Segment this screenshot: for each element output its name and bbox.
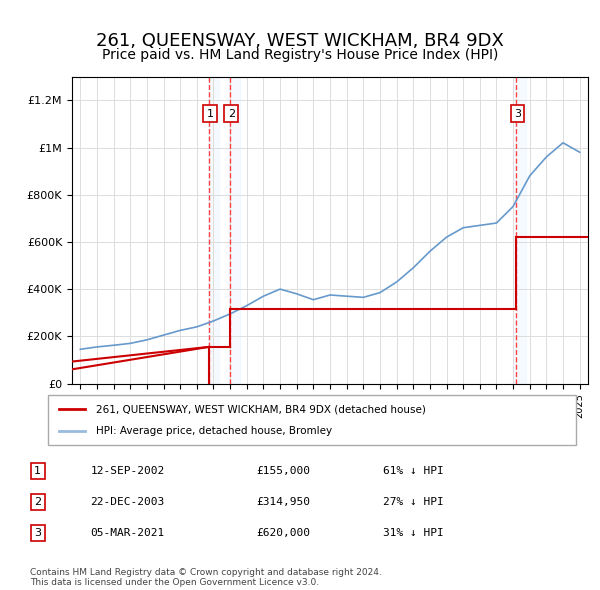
Text: 12-SEP-2002: 12-SEP-2002 bbox=[90, 466, 164, 476]
Bar bbox=[208, 77, 218, 384]
Text: HPI: Average price, detached house, Bromley: HPI: Average price, detached house, Brom… bbox=[95, 427, 332, 437]
Text: 1: 1 bbox=[207, 109, 214, 119]
Text: £155,000: £155,000 bbox=[256, 466, 310, 476]
Text: 1: 1 bbox=[34, 466, 41, 476]
Bar bbox=[229, 77, 239, 384]
Text: 3: 3 bbox=[34, 528, 41, 538]
Text: 3: 3 bbox=[514, 109, 521, 119]
Text: 261, QUEENSWAY, WEST WICKHAM, BR4 9DX: 261, QUEENSWAY, WEST WICKHAM, BR4 9DX bbox=[96, 32, 504, 51]
Text: 31% ↓ HPI: 31% ↓ HPI bbox=[383, 528, 443, 538]
Text: 27% ↓ HPI: 27% ↓ HPI bbox=[383, 497, 443, 507]
Text: £620,000: £620,000 bbox=[256, 528, 310, 538]
Text: £314,950: £314,950 bbox=[256, 497, 310, 507]
Text: 2: 2 bbox=[228, 109, 235, 119]
Text: 05-MAR-2021: 05-MAR-2021 bbox=[90, 528, 164, 538]
Text: 22-DEC-2003: 22-DEC-2003 bbox=[90, 497, 164, 507]
Bar bbox=[515, 77, 526, 384]
Text: 61% ↓ HPI: 61% ↓ HPI bbox=[383, 466, 443, 476]
Text: 261, QUEENSWAY, WEST WICKHAM, BR4 9DX (detached house): 261, QUEENSWAY, WEST WICKHAM, BR4 9DX (d… bbox=[95, 404, 425, 414]
Text: 2: 2 bbox=[34, 497, 41, 507]
FancyBboxPatch shape bbox=[48, 395, 576, 445]
Text: Contains HM Land Registry data © Crown copyright and database right 2024.
This d: Contains HM Land Registry data © Crown c… bbox=[30, 568, 382, 587]
Text: Price paid vs. HM Land Registry's House Price Index (HPI): Price paid vs. HM Land Registry's House … bbox=[102, 48, 498, 63]
